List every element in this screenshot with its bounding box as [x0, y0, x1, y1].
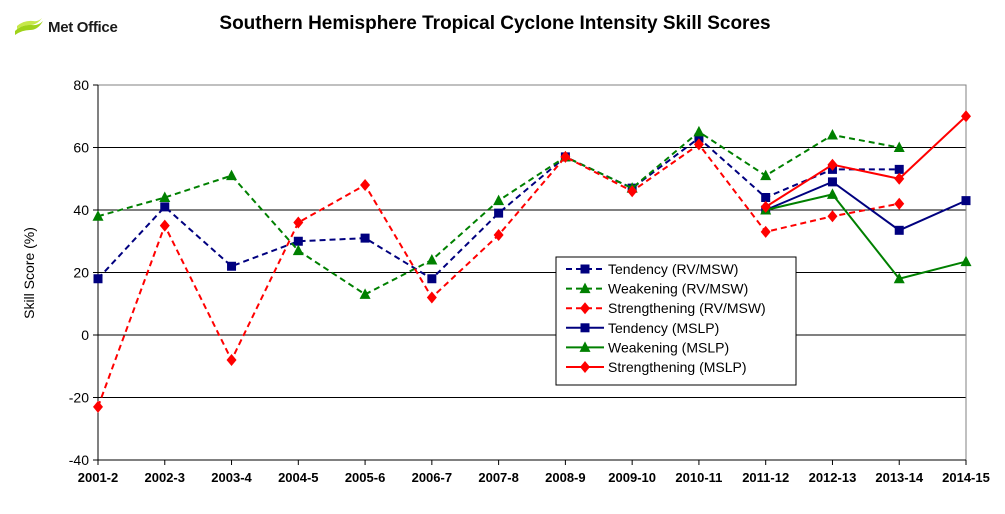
data-point-diamond	[226, 354, 237, 366]
y-tick-label: -20	[69, 390, 89, 406]
data-point-square	[894, 164, 904, 174]
data-point-square	[360, 233, 370, 243]
data-point-square	[894, 225, 904, 235]
legend-label: Tendency (RV/MSW)	[608, 261, 738, 277]
data-point-triangle	[292, 244, 304, 256]
x-tick-label: 2002-3	[145, 470, 185, 485]
data-point-square	[494, 208, 504, 218]
y-axis-label: Skill Score (%)	[21, 227, 37, 319]
data-point-triangle	[760, 169, 772, 181]
x-tick-label: 2001-2	[78, 470, 118, 485]
series-line	[765, 115, 967, 208]
legend-box	[555, 256, 797, 386]
data-point-triangle	[893, 272, 905, 284]
data-point-square	[961, 196, 971, 206]
legend-label: Tendency (MSLP)	[608, 320, 719, 336]
x-tick-label: 2013-14	[875, 470, 923, 485]
legend-label: Strengthening (MSLP)	[608, 359, 747, 375]
data-point-diamond	[894, 172, 905, 185]
y-tick-label: 80	[73, 77, 89, 93]
data-point-diamond	[760, 225, 771, 238]
y-tick-label: 0	[81, 327, 89, 343]
data-point-square	[580, 323, 590, 333]
data-point-triangle	[359, 288, 371, 299]
y-tick-label: 40	[73, 202, 89, 218]
legend-label: Weakening (RV/MSW)	[608, 281, 748, 297]
data-point-diamond	[293, 216, 304, 229]
x-tick-label: 2014-15	[942, 470, 990, 485]
x-tick-label: 2004-5	[278, 470, 318, 485]
x-tick-label: 2012-13	[809, 470, 857, 485]
data-point-diamond	[493, 229, 504, 241]
data-point-triangle	[826, 129, 838, 140]
chart-title: Southern Hemisphere Tropical Cyclone Int…	[219, 13, 771, 34]
legend-label: Strengthening (RV/MSW)	[608, 300, 766, 316]
x-tick-label: 2005-6	[345, 470, 385, 485]
data-point-triangle	[493, 194, 505, 206]
data-point-diamond	[360, 179, 371, 191]
x-tick-label: 2003-4	[211, 470, 252, 485]
x-tick-label: 2007-8	[478, 470, 518, 485]
series-5	[760, 110, 971, 213]
data-point-square	[580, 264, 590, 274]
axes: -40 -20 0 20 40 60 80 2001-2 2002-3 2003-4 2004-5 2…	[69, 77, 990, 485]
data-point-diamond	[827, 210, 838, 223]
x-tick-label: 2011-12	[742, 470, 789, 485]
met-office-logo-text: Met Office	[48, 18, 118, 36]
data-point-diamond	[580, 361, 590, 373]
data-point-square	[160, 202, 170, 212]
data-point-diamond	[693, 138, 704, 151]
data-point-triangle	[159, 191, 171, 202]
x-tick-label: 2009-10	[608, 470, 656, 485]
series-line	[765, 193, 967, 280]
data-point-square	[293, 236, 303, 246]
data-point-diamond	[894, 197, 905, 210]
data-point-square	[427, 274, 437, 284]
series-lines	[92, 110, 972, 413]
data-point-diamond	[93, 400, 103, 413]
data-point-triangle	[579, 341, 591, 352]
data-point-triangle	[693, 125, 705, 137]
series-1	[92, 125, 905, 299]
data-point-diamond	[827, 158, 838, 171]
met-office-logo: Met Office	[14, 16, 118, 38]
data-point-triangle	[960, 255, 972, 267]
data-point-square	[227, 261, 237, 271]
legend: Tendency (RV/MSW) Weakening (RV/MSW) Stren…	[555, 256, 797, 386]
data-point-square	[761, 193, 771, 202]
data-point-square	[827, 177, 837, 187]
legend-label: Weakening (MSLP)	[608, 339, 729, 355]
data-point-triangle	[893, 141, 905, 152]
y-tick-label: 60	[73, 140, 89, 156]
data-point-diamond	[159, 219, 170, 232]
x-tick-label: 2010-11	[675, 470, 722, 485]
data-point-triangle	[579, 282, 591, 294]
data-point-diamond	[426, 291, 437, 304]
data-point-triangle	[826, 188, 838, 199]
x-tick-label: 2008-9	[545, 470, 585, 485]
data-point-diamond	[627, 185, 638, 198]
met-office-swoosh-icon	[15, 18, 43, 35]
series-2	[93, 138, 905, 413]
series-line	[765, 180, 967, 232]
data-point-triangle	[226, 169, 238, 181]
y-tick-label: 20	[73, 265, 89, 281]
x-tick-label: 2006-7	[412, 470, 452, 485]
data-point-triangle	[426, 254, 438, 265]
data-point-square	[694, 133, 704, 143]
data-point-diamond	[760, 200, 771, 213]
data-point-diamond	[560, 150, 571, 163]
y-tick-label: -40	[69, 452, 89, 468]
data-point-triangle	[92, 210, 104, 221]
series-4	[760, 188, 972, 284]
data-point-diamond	[580, 302, 590, 315]
data-point-diamond	[961, 110, 971, 123]
data-point-square	[93, 274, 103, 284]
